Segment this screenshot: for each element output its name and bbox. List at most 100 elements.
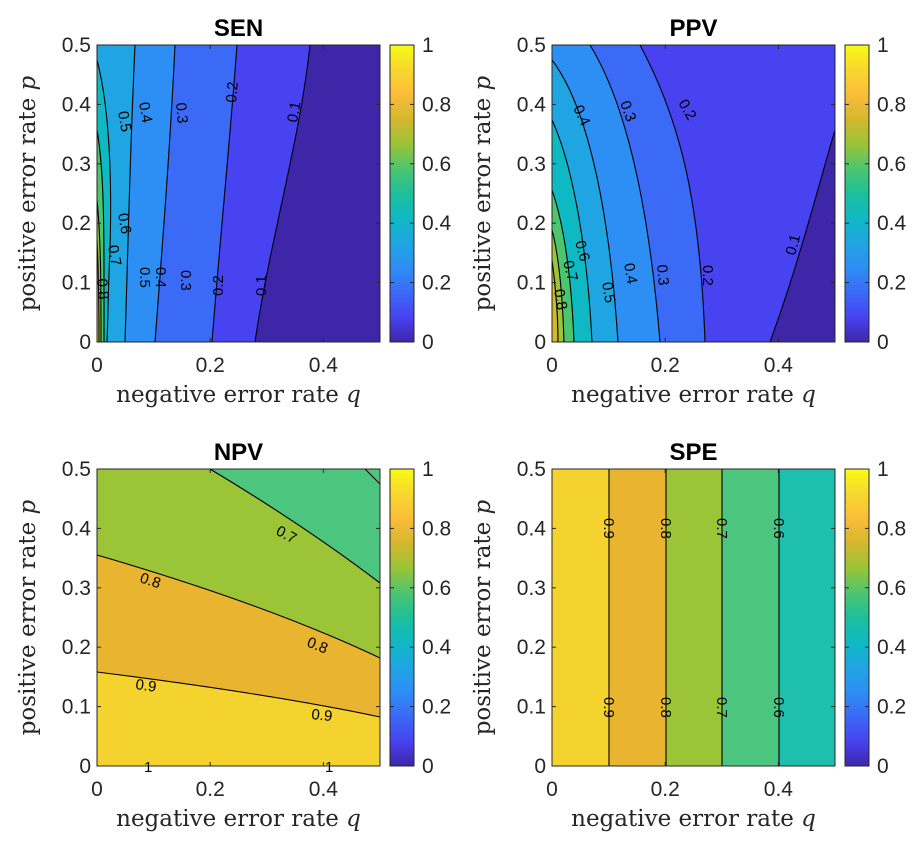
ppv-y-axis-label: positive error rate p (470, 75, 496, 311)
ppv-x-tick-label: 0.4 (764, 354, 794, 377)
spe-region-0.8-0.9 (609, 469, 666, 766)
spe-x-tick-label: 0.2 (651, 778, 680, 801)
spe-axes-frame (551, 468, 836, 767)
ppv-y-tick-label: 0.2 (517, 212, 546, 235)
npv-colorbar-tick-label: 1 (422, 458, 434, 481)
npv-y-tick-label: 0.5 (62, 458, 91, 481)
ppv-colorbar-tick-label: 0.6 (877, 153, 906, 176)
npv-contour-0.7 (209, 468, 381, 584)
sen-contour-0.2 (211, 44, 238, 343)
spe-y-axis-label: positive error rate p (470, 499, 496, 735)
sen-contour-label: 0.6 (114, 212, 134, 235)
ppv-contour-label: 0.8 (550, 288, 570, 311)
spe-contour-lines (608, 469, 780, 766)
npv-region-lt-0.7 (210, 469, 380, 583)
sen-contour-label: 0.4 (135, 101, 155, 124)
ppv-y-tick-label: 0.1 (517, 272, 546, 295)
npv-contour-labels: 0.7 0.8 0.8 0.9 0.9 1 1 (134, 523, 333, 776)
sen-y-tick-label: 0.4 (62, 93, 92, 116)
spe-y-tick-label: 0.3 (517, 577, 546, 600)
spe-region-0.6-0.7 (722, 469, 779, 766)
spe-colorbar-tick-label: 0.8 (877, 517, 906, 540)
sen-contour-label: 0.8 (93, 278, 112, 300)
sen-contour-0.3 (154, 44, 176, 343)
sen-contour-0.8 (96, 239, 100, 343)
spe-colorbar-tick-label: 0.6 (877, 577, 906, 600)
sen-contour-label: 0.2 (210, 275, 227, 296)
sen-colorbar-tick-label: 0.4 (422, 212, 452, 235)
npv-y-tick-label: 0.1 (62, 696, 91, 719)
sen-y-tick-label: 0.1 (62, 272, 91, 295)
spe-contour-label: 0.6 (770, 518, 787, 539)
sen-y-tick-label: 0.5 (62, 34, 91, 57)
axes-layer: 0 0.2 0.4 0 0.1 0.2 0.3 0.4 0.5 SEN negative error… (15, 15, 907, 832)
sen-contour-label: 0.4 (152, 267, 169, 288)
spe-y-tick-label: 0.1 (517, 696, 546, 719)
ppv-contour-label: 0.1 (782, 232, 804, 257)
npv-contour-label: 1 (325, 759, 333, 776)
sen-contour-0.6 (96, 129, 105, 342)
ppv-x-tick-label: 0.2 (651, 354, 680, 377)
sen-contour-label: 0.3 (177, 270, 194, 291)
npv-contour-label: 0.9 (311, 706, 334, 725)
ppv-contour-0.6 (551, 189, 575, 343)
sen-title: SEN (214, 15, 263, 42)
spe-contour-label: 0.8 (657, 697, 674, 718)
sen-colorbar-tick-label: 1 (422, 34, 434, 57)
spe-contour-label: 0.9 (600, 697, 617, 718)
sen-contour-label: 0.1 (253, 275, 270, 296)
sen-colorbar (389, 44, 415, 343)
npv-contour-lines (96, 468, 381, 718)
ppv-colorbar-tick-label: 0.8 (877, 93, 906, 116)
spe-y-tick-label: 0.4 (517, 517, 547, 540)
panel-ppv: 0.4 0.3 0.2 0.1 0.6 0.7 0.8 0.5 0.4 0.3 … (550, 44, 836, 343)
ppv-x-tick-label: 0 (546, 354, 558, 377)
spe-colorbar (844, 468, 870, 767)
npv-contour-label: 0.9 (134, 676, 157, 696)
spe-y-tick-label: 0.5 (517, 458, 546, 481)
sen-y-tick-label: 0.3 (62, 153, 91, 176)
sen-axes-frame (96, 44, 381, 343)
spe-contour-label: 0.7 (713, 518, 730, 539)
ppv-contour-lines (551, 44, 836, 343)
spe-contour-label: 0.7 (713, 697, 730, 718)
ppv-axes-frame (551, 44, 836, 343)
npv-colorbar-tick-label: 0.6 (422, 577, 451, 600)
sen-x-tick-label: 0.4 (309, 354, 339, 377)
ppv-colorbar-tick-label: 1 (877, 34, 889, 57)
sen-x-axis-label: negative error rate q (116, 382, 361, 408)
ppv-contour-label: 0.2 (699, 265, 716, 286)
ppv-colorbar (844, 44, 870, 343)
npv-y-tick-label: 0.2 (62, 636, 91, 659)
sen-x-tick-label: 0.2 (196, 354, 225, 377)
npv-contour-label: 0.8 (305, 634, 331, 658)
ppv-contour-label: 0.3 (653, 264, 672, 286)
ppv-contour-0.8 (551, 259, 559, 343)
sen-contour-label: 0.1 (284, 100, 304, 123)
npv-x-tick-label: 0.4 (309, 778, 339, 801)
npv-colorbar-tick-label: 0.2 (422, 696, 451, 719)
npv-axes-frame (96, 468, 381, 767)
spe-region-0.7-0.8 (666, 469, 722, 766)
ppv-y-tick-label: 0.5 (517, 34, 546, 57)
sen-colorbar-tick-label: 0.2 (422, 272, 451, 295)
sen-contour-lines (96, 44, 311, 343)
sen-y-axis-label: positive error rate p (15, 75, 41, 311)
spe-y-tick-label: 0 (534, 755, 546, 778)
npv-contour-corner (364, 468, 381, 485)
spe-colorbar-tick-label: 0.4 (877, 636, 907, 659)
npv-y-axis-label: positive error rate p (15, 499, 41, 735)
npv-x-tick-label: 0 (91, 778, 103, 801)
sen-contour-label: 0.7 (104, 244, 124, 267)
spe-colorbar-tick-label: 0 (877, 755, 889, 778)
ppv-contour-0.4 (551, 59, 619, 343)
panel-npv: 0.7 0.8 0.8 0.9 0.9 1 1 (96, 468, 381, 776)
ppv-contour-label: 0.7 (559, 259, 581, 284)
ppv-region-lt-0.1 (770, 130, 835, 342)
spe-title: SPE (669, 439, 717, 466)
npv-y-tick-label: 0 (79, 755, 91, 778)
ppv-contour-0.5 (551, 119, 593, 343)
npv-contour-label: 0.8 (138, 570, 163, 593)
npv-contour-0.9 (96, 671, 381, 718)
